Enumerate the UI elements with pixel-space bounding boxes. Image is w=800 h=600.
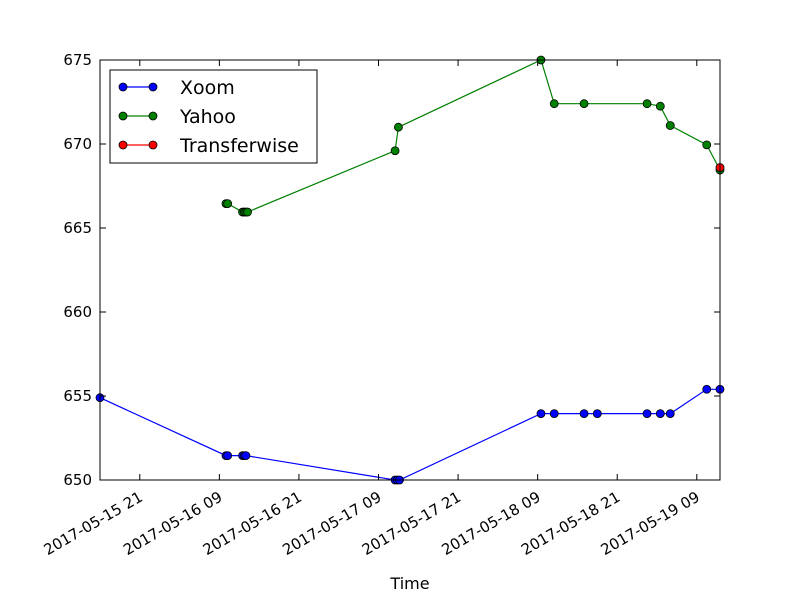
data-point-xoom (579, 409, 589, 419)
legend-marker (148, 140, 158, 150)
data-point-xoom (665, 409, 675, 419)
data-point-xoom (592, 409, 602, 419)
x-axis-title: Time (389, 574, 429, 593)
data-point-yahoo (243, 207, 252, 217)
legend-label: Transferwise (179, 135, 299, 157)
y-tick-label: 675 (63, 51, 92, 69)
y-tick-label: 650 (63, 471, 92, 489)
legend-marker (118, 111, 128, 121)
series-line-xoom (99, 388, 720, 481)
y-tick-label: 660 (63, 303, 92, 321)
data-point-xoom (549, 409, 559, 419)
data-point-yahoo (579, 99, 589, 109)
data-point-xoom (241, 451, 251, 461)
data-point-xoom (536, 409, 546, 419)
legend-marker (118, 140, 128, 150)
y-axis: 650 655 660 665 670 675 (63, 51, 720, 489)
data-point-yahoo (223, 199, 233, 209)
data-point-xoom (642, 409, 652, 419)
y-tick-label: 665 (63, 219, 92, 237)
data-point-xoom (702, 384, 712, 394)
data-point-yahoo (665, 121, 675, 130)
data-point-yahoo (642, 99, 652, 109)
data-point-yahoo (390, 146, 400, 156)
plot-frame (99, 59, 721, 481)
legend-label: Yahoo (179, 106, 236, 128)
series-group (95, 55, 725, 485)
y-tick-label: 670 (63, 135, 92, 153)
legend-marker (148, 111, 158, 121)
data-point-yahoo (702, 140, 712, 150)
legend: Xoom Yahoo Transferwise (109, 69, 318, 164)
legend-label: Xoom (180, 77, 235, 99)
legend-marker (148, 82, 158, 92)
data-point-yahoo (549, 99, 559, 109)
y-tick-label: 655 (63, 387, 92, 405)
legend-marker (118, 82, 128, 92)
data-point-yahoo (655, 101, 665, 111)
data-point-xoom (655, 409, 665, 419)
data-point-yahoo (393, 122, 403, 132)
data-point-xoom (223, 451, 233, 461)
